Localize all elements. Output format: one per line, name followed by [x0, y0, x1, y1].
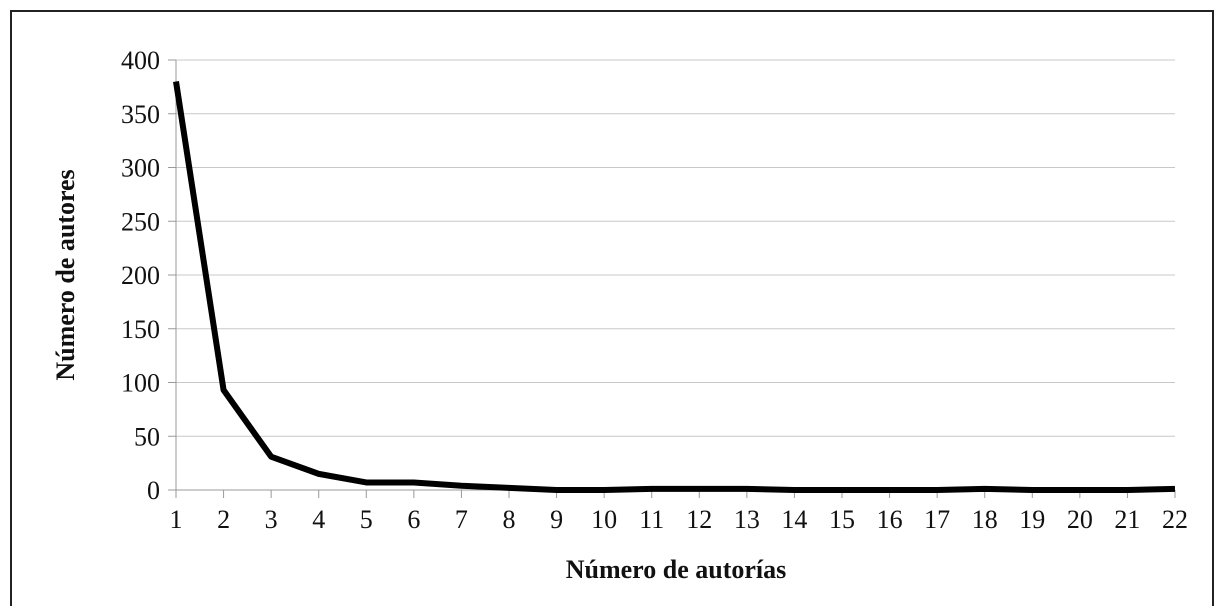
- x-tick-label: 13: [734, 505, 760, 534]
- x-tick-label: 12: [686, 505, 712, 534]
- y-tick-label: 50: [134, 422, 160, 451]
- x-tick-label: 4: [312, 505, 325, 534]
- y-axis-title: Número de autores: [51, 169, 80, 380]
- y-tick-label: 150: [121, 315, 160, 344]
- x-tick-label: 8: [503, 505, 516, 534]
- x-tick-label: 5: [360, 505, 373, 534]
- y-tick-label: 400: [121, 46, 160, 75]
- frame: [10, 10, 1214, 606]
- data-line: [173, 81, 1176, 493]
- x-tick-label: 1: [170, 505, 183, 534]
- x-tick-label: 22: [1162, 505, 1188, 534]
- x-tick-label: 14: [781, 505, 807, 534]
- y-tick-label: 100: [121, 369, 160, 398]
- x-axis-title: Número de autorías: [566, 555, 787, 584]
- y-tick-label: 0: [147, 476, 160, 505]
- x-tick-label: 18: [972, 505, 998, 534]
- y-tick-label: 250: [121, 207, 160, 236]
- x-tick-label: 7: [455, 505, 468, 534]
- x-tick-label: 2: [217, 505, 230, 534]
- x-tick-label: 20: [1067, 505, 1093, 534]
- x-tick-label: 10: [591, 505, 617, 534]
- x-tick-label: 15: [829, 505, 855, 534]
- x-tick-label: 11: [639, 505, 664, 534]
- x-tick-label: 19: [1019, 505, 1045, 534]
- y-tick-label: 300: [121, 154, 160, 183]
- y-tick-label: 200: [121, 261, 160, 290]
- x-tick-label: 17: [924, 505, 950, 534]
- x-tick-label: 3: [265, 505, 278, 534]
- x-tick-label: 9: [550, 505, 563, 534]
- x-tick-label: 6: [407, 505, 420, 534]
- x-tick-label: 16: [877, 505, 903, 534]
- y-tick-label: 350: [121, 100, 160, 129]
- x-tick-label: 21: [1114, 505, 1140, 534]
